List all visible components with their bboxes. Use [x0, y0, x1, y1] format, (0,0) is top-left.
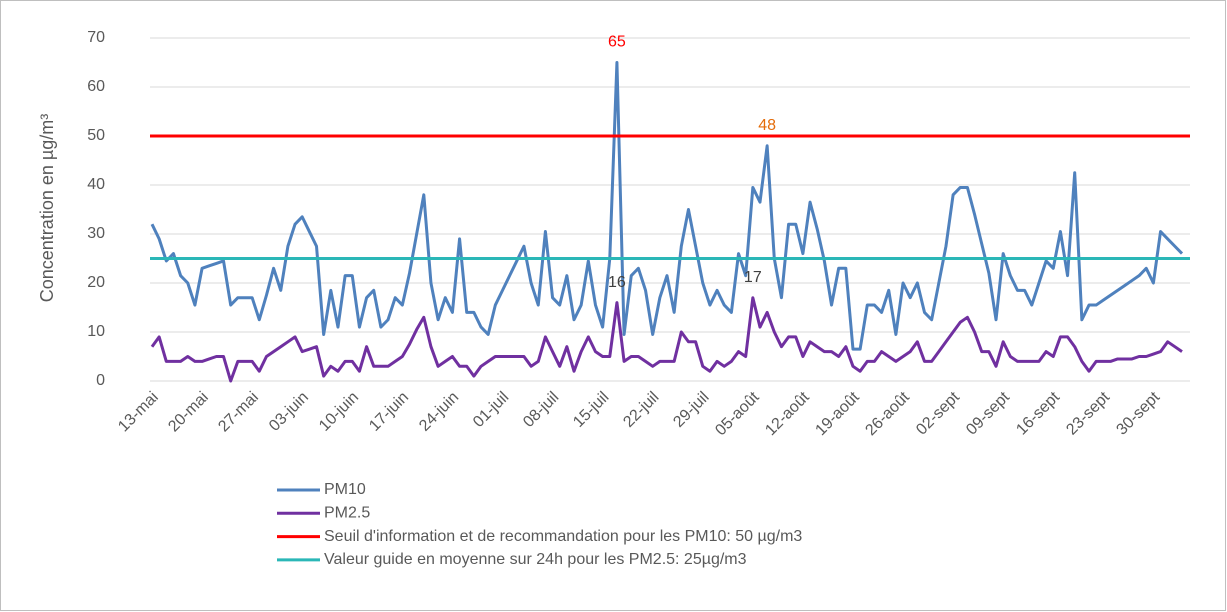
y-tick-label: 70	[87, 29, 105, 46]
y-tick-label: 30	[87, 225, 105, 242]
y-axis-label: Concentration en µg/m³	[37, 114, 57, 302]
legend-label: PM2.5	[324, 505, 370, 522]
y-tick-label: 60	[87, 78, 105, 95]
data-line	[150, 61, 1184, 351]
y-tick-label: 0	[96, 372, 105, 389]
legend-label: Seuil d'information et de recommandation…	[324, 528, 802, 545]
y-tick-label: 40	[87, 176, 105, 193]
data-line	[150, 296, 1183, 383]
data-label: 16	[608, 274, 626, 291]
legend-label: Valeur guide en moyenne sur 24h pour les…	[324, 551, 747, 568]
y-tick-label: 20	[87, 274, 105, 291]
data-label: 65	[608, 34, 626, 51]
data-label: 48	[758, 117, 776, 134]
y-tick-label: 10	[87, 323, 105, 340]
data-label: 17	[744, 269, 762, 286]
legend-label: PM10	[324, 481, 366, 498]
y-tick-label: 50	[87, 127, 105, 144]
